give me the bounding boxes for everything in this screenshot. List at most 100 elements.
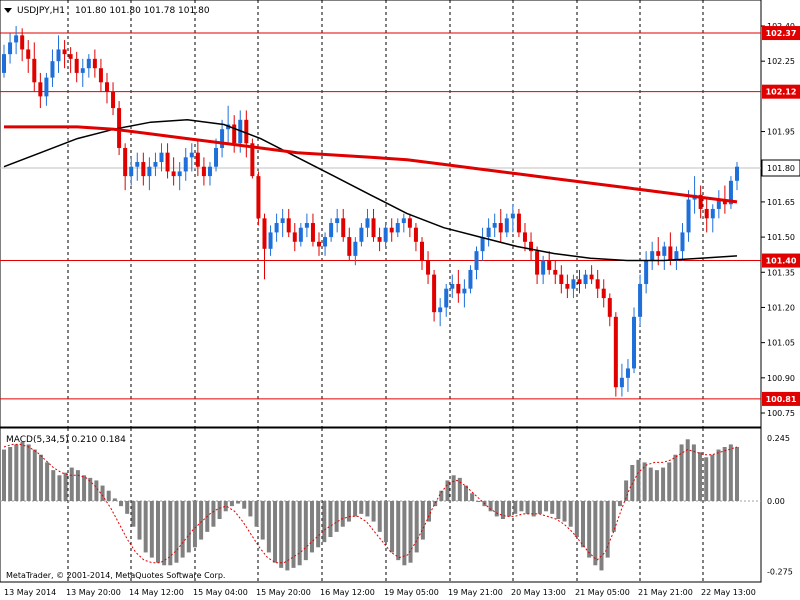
candle-bullish xyxy=(214,147,219,167)
macd-bar xyxy=(279,501,284,568)
macd-bar xyxy=(722,447,727,501)
macd-bar xyxy=(685,439,690,501)
candle-bearish xyxy=(141,162,146,177)
candle-bullish xyxy=(147,166,152,177)
macd-bar xyxy=(199,501,204,540)
candle-bearish xyxy=(407,218,412,228)
macd-bar xyxy=(531,501,536,517)
macd-bar xyxy=(550,501,555,514)
candle-bearish xyxy=(32,58,37,83)
candle-bearish xyxy=(292,232,297,242)
macd-bar xyxy=(322,501,327,543)
candle-bullish xyxy=(323,237,328,247)
candle-bearish xyxy=(92,58,97,69)
macd-bar xyxy=(648,467,653,501)
candle-bullish xyxy=(650,251,655,261)
macd-tick-label: -0.275 xyxy=(767,568,793,577)
candle-bearish xyxy=(123,147,128,177)
candle-bullish xyxy=(728,180,733,205)
macd-bar xyxy=(100,485,105,501)
macd-bar xyxy=(254,501,259,527)
macd-bar xyxy=(476,501,481,502)
macd-bar xyxy=(568,501,573,527)
candle-bullish xyxy=(50,61,55,78)
time-tick-label: 21 May 05:00 xyxy=(575,588,630,597)
chevron-down-icon[interactable] xyxy=(4,8,12,13)
macd-bar xyxy=(383,501,388,543)
macd-bar xyxy=(174,501,179,563)
macd-bar xyxy=(285,501,290,571)
macd-bar xyxy=(691,444,696,501)
candle-bullish xyxy=(541,260,546,275)
price-tick-label: 101.05 xyxy=(767,339,795,348)
macd-bar xyxy=(599,501,604,571)
candle-bullish xyxy=(207,166,212,177)
candle-bullish xyxy=(510,213,515,219)
macd-bar xyxy=(14,444,19,501)
time-tick-label: 15 May 04:00 xyxy=(193,588,248,597)
candle-bearish xyxy=(38,82,43,97)
candle-bullish xyxy=(135,162,140,167)
candle-bearish xyxy=(62,49,67,55)
candle-bullish xyxy=(583,274,588,284)
level-tag xyxy=(762,26,800,41)
macd-bar xyxy=(611,501,616,532)
macd-bar xyxy=(180,501,185,558)
candle-bullish xyxy=(474,251,479,270)
candle-bearish xyxy=(256,176,261,219)
candle-bearish xyxy=(559,274,564,284)
candle-bullish xyxy=(44,77,49,97)
candle-bearish xyxy=(601,288,606,299)
time-tick-label: 20 May 13:00 xyxy=(511,588,566,597)
macd-bar xyxy=(377,501,382,532)
macd-bar xyxy=(439,490,444,501)
macd-bar xyxy=(260,501,265,540)
time-axis[interactable]: 13 May 2014 13 May 20:00 14 May 12:00 15 Ma… xyxy=(4,588,756,597)
macd-bar xyxy=(88,477,93,501)
candle-bearish xyxy=(377,237,382,242)
macd-bar xyxy=(229,501,234,507)
macd-bar xyxy=(8,447,13,501)
macd-bar xyxy=(192,501,197,548)
candle-bullish xyxy=(638,284,643,317)
macd-bar xyxy=(735,447,739,501)
candle-bearish xyxy=(341,218,346,238)
macd-bar xyxy=(365,501,370,517)
macd-bar xyxy=(69,467,74,501)
candle-bullish xyxy=(335,218,340,224)
macd-bar xyxy=(457,477,462,501)
ma-fast-line xyxy=(3,119,738,262)
macd-bar xyxy=(346,501,351,522)
candle-bearish xyxy=(529,241,534,252)
candle-bearish xyxy=(656,251,661,256)
macd-bar xyxy=(334,501,339,532)
candle-bullish xyxy=(480,237,485,252)
macd-bar xyxy=(642,462,647,501)
candle-bearish xyxy=(426,260,431,275)
macd-bar xyxy=(704,457,709,501)
candle-bearish xyxy=(432,274,437,313)
candle-bullish xyxy=(710,208,715,219)
candle-bullish xyxy=(735,166,739,181)
price-panel[interactable] xyxy=(0,0,762,428)
candle-bearish xyxy=(704,208,709,219)
candle-bullish xyxy=(686,199,691,233)
macd-bar xyxy=(106,490,111,501)
macd-bar xyxy=(328,501,333,537)
candle-bearish xyxy=(232,124,237,144)
level-tag-label: 102.37 xyxy=(766,29,797,38)
macd-signal-line xyxy=(3,443,738,564)
macd-bar xyxy=(168,501,173,566)
macd-bar xyxy=(291,501,296,568)
candle-bearish xyxy=(74,58,79,73)
candle-bearish xyxy=(26,49,31,59)
macd-bar xyxy=(143,501,148,553)
candle-bearish xyxy=(516,213,521,233)
time-tick-label: 19 May 21:00 xyxy=(448,588,503,597)
candle-bullish xyxy=(383,227,388,242)
candle-bullish xyxy=(438,307,443,313)
candle-bearish xyxy=(104,82,109,92)
candle-bearish xyxy=(668,246,673,261)
candle-bullish xyxy=(2,54,6,73)
price-axis[interactable]: 102.40102.25101.95101.65101.50101.35101.… xyxy=(761,22,795,418)
